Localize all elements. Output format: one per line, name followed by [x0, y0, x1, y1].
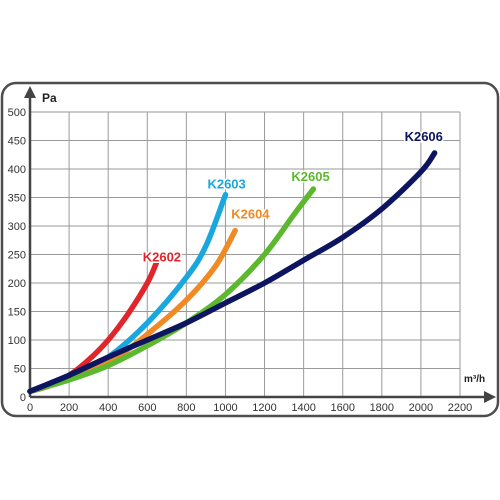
y-axis-arrow [24, 86, 36, 98]
y-tick-label: 300 [8, 221, 26, 233]
y-tick-label: 250 [8, 250, 26, 262]
y-tick-label: 50 [14, 364, 26, 376]
y-tick-label: 350 [8, 193, 26, 205]
x-tick-label: 1400 [291, 402, 315, 414]
x-axis-arrow [484, 391, 496, 403]
series-label-k2604: K2604 [231, 207, 270, 222]
y-tick-label: 450 [8, 136, 26, 148]
x-tick-label: 1600 [330, 402, 354, 414]
series-labels: K2602 K2603 K2604 K2605 K2606 [141, 128, 444, 266]
y-tick-label: 0 [20, 392, 26, 404]
x-tick-label: 1800 [370, 402, 394, 414]
y-tick-label: 100 [8, 335, 26, 347]
y-tick-label: 200 [8, 278, 26, 290]
x-tick-label: 2200 [448, 402, 472, 414]
x-tick-label: 2000 [409, 402, 433, 414]
x-tick-label: 1200 [252, 402, 276, 414]
series-label-k2606: K2606 [405, 129, 443, 144]
x-tick-label: 800 [177, 402, 195, 414]
series-group [27, 150, 438, 395]
series-label-k2605: K2605 [291, 169, 329, 184]
x-tick-label: 600 [138, 402, 156, 414]
axes [24, 86, 496, 403]
tick-labels: 0 200 400 600 800 1000 1200 1400 1600 1800 2000 220… [8, 107, 473, 414]
x-tick-label: 1000 [213, 402, 237, 414]
chart-panel [0, 81, 500, 418]
x-tick-label: 200 [60, 402, 78, 414]
x-axis-title: m³/h [464, 374, 485, 385]
series-line-k2606 [27, 150, 438, 395]
y-tick-label: 150 [8, 307, 26, 319]
y-tick-label: 500 [8, 107, 26, 119]
x-tick-label: 0 [27, 402, 33, 414]
series-label-k2603: K2603 [207, 177, 245, 192]
y-axis-title: Pa [42, 91, 57, 105]
grid [30, 111, 461, 397]
series-label-k2602: K2602 [143, 249, 181, 264]
x-tick-label: 400 [99, 402, 117, 414]
y-tick-label: 400 [8, 164, 26, 176]
